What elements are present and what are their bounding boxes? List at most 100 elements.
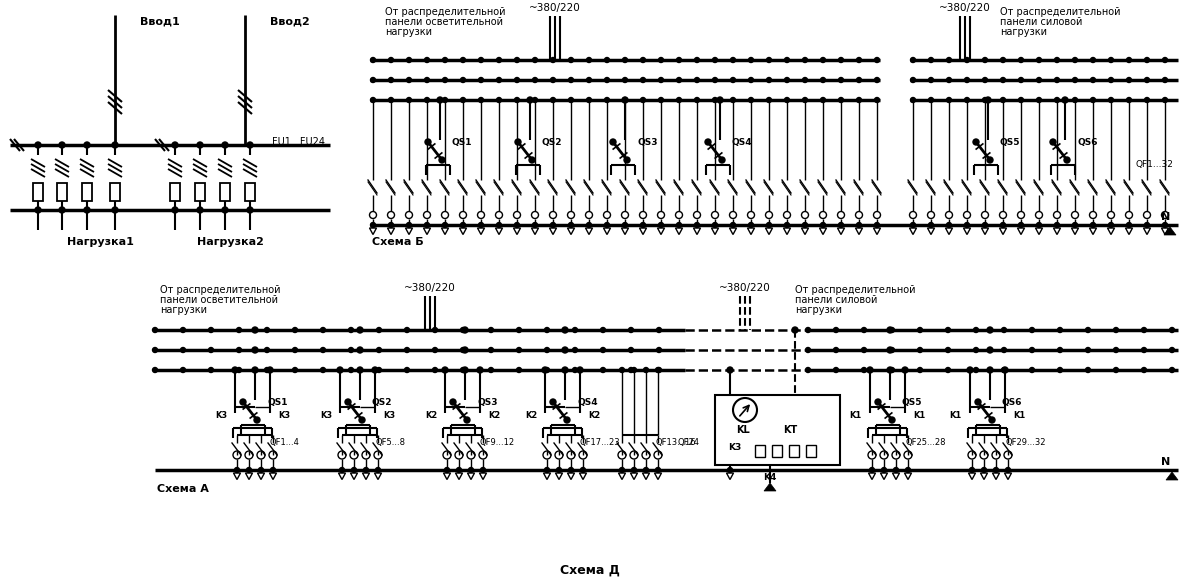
Circle shape	[267, 367, 273, 373]
Circle shape	[805, 347, 810, 353]
Circle shape	[889, 417, 895, 423]
Circle shape	[973, 328, 979, 332]
Circle shape	[577, 367, 583, 373]
Bar	[82, 183, 91, 201]
Circle shape	[377, 328, 381, 332]
Circle shape	[377, 347, 381, 353]
Circle shape	[748, 223, 753, 228]
Circle shape	[605, 78, 609, 82]
Circle shape	[766, 78, 771, 82]
Circle shape	[1091, 78, 1095, 82]
Circle shape	[874, 78, 879, 82]
Text: QS2: QS2	[542, 137, 562, 147]
Circle shape	[632, 367, 637, 373]
Circle shape	[632, 468, 637, 472]
Circle shape	[803, 78, 808, 82]
Circle shape	[805, 367, 810, 373]
Text: QS1: QS1	[267, 398, 287, 406]
Text: QS5: QS5	[1000, 137, 1020, 147]
Circle shape	[340, 468, 345, 472]
Circle shape	[890, 328, 895, 332]
Circle shape	[1001, 367, 1007, 373]
Circle shape	[1169, 328, 1175, 332]
Circle shape	[152, 347, 158, 353]
Circle shape	[1000, 57, 1005, 62]
Circle shape	[946, 328, 950, 332]
Circle shape	[388, 98, 393, 103]
Circle shape	[550, 399, 556, 405]
Circle shape	[462, 367, 468, 373]
Circle shape	[181, 367, 185, 373]
Circle shape	[713, 78, 718, 82]
Text: K3: K3	[728, 443, 741, 451]
Text: ~380/220: ~380/220	[940, 3, 991, 13]
Circle shape	[874, 98, 879, 103]
Circle shape	[348, 328, 354, 332]
Circle shape	[550, 78, 556, 82]
Text: FU1...FU24: FU1...FU24	[272, 137, 326, 147]
Circle shape	[967, 367, 973, 373]
Text: QF1...4: QF1...4	[270, 439, 299, 447]
Circle shape	[550, 98, 556, 103]
Circle shape	[1144, 78, 1150, 82]
Circle shape	[371, 57, 375, 62]
Circle shape	[197, 142, 203, 148]
Circle shape	[731, 57, 735, 62]
Circle shape	[573, 347, 577, 353]
Circle shape	[1057, 347, 1062, 353]
Circle shape	[929, 57, 934, 62]
Circle shape	[348, 347, 354, 353]
Circle shape	[424, 57, 430, 62]
Circle shape	[424, 78, 430, 82]
Circle shape	[857, 98, 861, 103]
Circle shape	[514, 98, 519, 103]
Circle shape	[947, 78, 952, 82]
Bar	[772, 445, 782, 457]
Circle shape	[497, 98, 501, 103]
Circle shape	[1144, 223, 1150, 228]
Circle shape	[442, 57, 448, 62]
Circle shape	[587, 223, 592, 228]
Circle shape	[292, 347, 297, 353]
Text: нагрузки: нагрузки	[160, 305, 207, 315]
Circle shape	[947, 98, 952, 103]
Circle shape	[1062, 97, 1068, 103]
Circle shape	[437, 97, 443, 103]
Text: Нагрузка1: Нагрузка1	[67, 237, 133, 247]
Circle shape	[404, 328, 410, 332]
Text: QS6: QS6	[1001, 398, 1023, 406]
Circle shape	[605, 223, 609, 228]
Circle shape	[973, 347, 979, 353]
Circle shape	[337, 367, 343, 373]
Circle shape	[803, 223, 808, 228]
Circle shape	[981, 468, 986, 472]
Circle shape	[784, 223, 790, 228]
Circle shape	[424, 98, 430, 103]
Circle shape	[444, 468, 449, 472]
Circle shape	[1108, 57, 1113, 62]
Circle shape	[821, 98, 826, 103]
Circle shape	[1057, 367, 1062, 373]
Circle shape	[867, 367, 873, 373]
Circle shape	[569, 78, 574, 82]
Circle shape	[839, 57, 843, 62]
Circle shape	[870, 468, 874, 472]
Circle shape	[488, 347, 493, 353]
Circle shape	[1057, 328, 1062, 332]
Circle shape	[1163, 223, 1168, 228]
Circle shape	[695, 98, 700, 103]
Circle shape	[1144, 98, 1150, 103]
Circle shape	[695, 223, 700, 228]
Circle shape	[265, 328, 270, 332]
Circle shape	[731, 223, 735, 228]
Polygon shape	[1164, 227, 1176, 235]
Circle shape	[480, 468, 486, 472]
Circle shape	[766, 223, 771, 228]
Circle shape	[965, 98, 969, 103]
Bar	[245, 183, 255, 201]
Text: нагрузки: нагрузки	[795, 305, 842, 315]
Circle shape	[1018, 57, 1024, 62]
Circle shape	[640, 57, 645, 62]
Circle shape	[488, 328, 493, 332]
Circle shape	[834, 367, 839, 373]
